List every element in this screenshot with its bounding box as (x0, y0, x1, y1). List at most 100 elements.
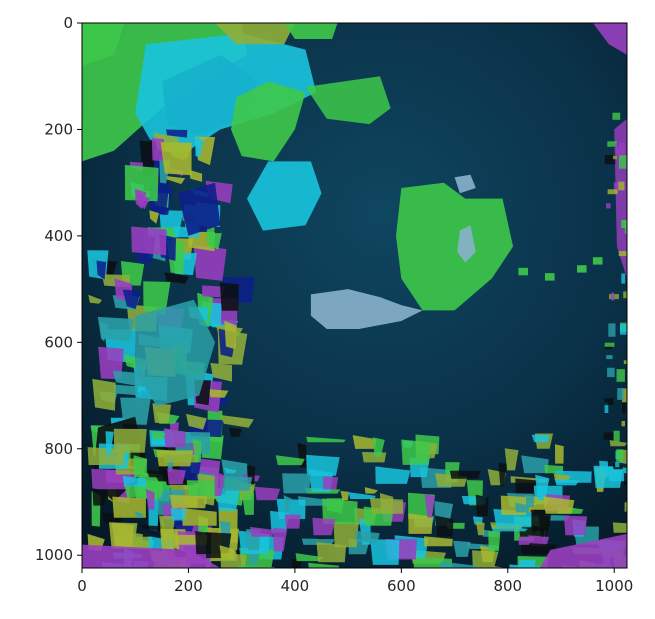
segment-bottom-patch (518, 524, 538, 537)
segment-bottom-patch (283, 495, 292, 513)
segment-right-edge-patch (607, 367, 615, 378)
segment-bottom-patch (312, 517, 336, 536)
segment-bottom-patch (214, 471, 226, 496)
segment-left-band-patch (88, 294, 102, 304)
segment-left-band-patch (164, 272, 189, 284)
segment-bottom-patch (531, 434, 550, 443)
segment-bottom-patch (515, 478, 540, 497)
segment-bottom-patch (272, 527, 288, 552)
segment-bottom-patch (447, 566, 466, 568)
segment-left-band-patch (193, 244, 227, 281)
segment-left-band-patch (224, 320, 237, 350)
segment-left-band-patch (202, 285, 225, 298)
segment-left-band-patch (96, 260, 107, 280)
segment-bottom-patch (340, 490, 349, 501)
segment-bottom-patch (475, 494, 489, 517)
segment-green-mid (231, 81, 306, 162)
segment-bottom-patch (255, 486, 281, 501)
segment-small-green-dot (518, 267, 528, 276)
segment-bottom-patch (563, 515, 588, 536)
segment-left-band-patch (165, 175, 186, 185)
segment-bottom-patch (322, 476, 339, 490)
segment-bottom-patch (322, 498, 358, 525)
segment-bottom-patch (223, 467, 237, 474)
segment-bottom-patch (113, 428, 147, 453)
segment-left-band-patch (122, 289, 141, 309)
segment-bottom-patch (348, 492, 376, 499)
segment-bottom-patch (475, 521, 485, 536)
segment-bottom-patch (488, 530, 501, 552)
segment-bottom-patch (555, 444, 564, 464)
segment-left-band-patch (149, 210, 160, 224)
x-tick-label: 400 (281, 577, 310, 595)
segment-bottom-patch (181, 508, 217, 526)
segment-bottom-patch (306, 436, 346, 443)
segment-bottom-patch (192, 438, 202, 463)
segment-bottom-patch (493, 565, 507, 568)
segment-bottom-patch (105, 431, 114, 456)
segment-bottom-patch (170, 508, 186, 521)
segment-right-edge-patch (622, 399, 626, 413)
segment-bottom-patch (134, 510, 144, 518)
segment-bottom-patch (162, 453, 199, 463)
segment-bottom-patch (352, 435, 377, 449)
segment-lightblue-arc (310, 289, 423, 329)
segment-right-edge-patch (623, 291, 627, 299)
segment-right-edge-patch (604, 402, 609, 413)
segment-bottom-patch (519, 559, 536, 568)
segment-right-edge-patch (621, 273, 626, 284)
segment-right-edge-patch (611, 292, 615, 301)
segment-bottom-patch (543, 496, 575, 514)
segment-right-edge-patch (604, 154, 616, 165)
segment-bottom-patch (163, 428, 186, 448)
segment-left-band-patch (220, 415, 254, 428)
x-tick-label: 800 (493, 577, 522, 595)
segment-bottom-patch (520, 542, 557, 555)
segment-right-edge-patch (613, 430, 620, 442)
segment-right-edge-patch (624, 473, 627, 486)
segment-bottom-patch (169, 494, 208, 509)
segment-bottom-patch (249, 526, 275, 537)
segment-teal-left (135, 299, 216, 407)
segment-left-band-patch (189, 170, 203, 182)
segment-right-edge-patch (616, 369, 625, 382)
image-plot (82, 23, 627, 568)
segment-left-band-patch (206, 224, 215, 250)
segment-bottom-patch (535, 474, 550, 500)
segment-bottom-patch (504, 448, 519, 471)
segment-left-band-patch (195, 135, 204, 158)
segment-bottom-patch (228, 427, 242, 437)
segment-bottom-patch (625, 501, 627, 508)
segment-green-top-mid (284, 23, 338, 39)
segment-bottom-patch (284, 514, 301, 529)
y-tick-label: 1000 (35, 546, 73, 564)
segment-bottom-patch (354, 530, 380, 543)
segment-bottom-patch (375, 466, 411, 484)
segment-bottom-patch (362, 452, 387, 463)
segment-left-band-patch (97, 316, 135, 342)
segment-right-edge-patch (615, 142, 626, 155)
segment-right-edge-patch (624, 502, 627, 512)
segment-purple-bottom-right (539, 533, 627, 568)
segment-left-band-patch (114, 384, 138, 396)
segment-small-green-dot (545, 273, 555, 281)
segment-bottom-patch (626, 527, 627, 533)
segment-right-edge-patch (615, 461, 620, 468)
y-tick-label: 400 (44, 227, 73, 245)
segment-left-band-patch (92, 378, 116, 411)
segment-right-edge-patch (612, 112, 621, 120)
y-axis: 0 200 400 600 800 1000 (35, 14, 82, 564)
segment-bottom-patch (593, 465, 624, 488)
segment-bottom-patch (87, 447, 125, 465)
segment-right-edge-patch (623, 360, 627, 364)
segment-purple-top-right (592, 23, 627, 55)
segment-left-band-patch (112, 370, 146, 388)
segment-green-right (396, 182, 514, 311)
segment-bottom-patch (372, 437, 385, 457)
segment-green-mid-right (305, 76, 391, 125)
segment-left-band-patch (160, 142, 192, 176)
segment-purple-bottom-left (82, 544, 221, 568)
segment-right-edge-patch (606, 203, 611, 209)
segment-left-band-patch (152, 403, 172, 424)
